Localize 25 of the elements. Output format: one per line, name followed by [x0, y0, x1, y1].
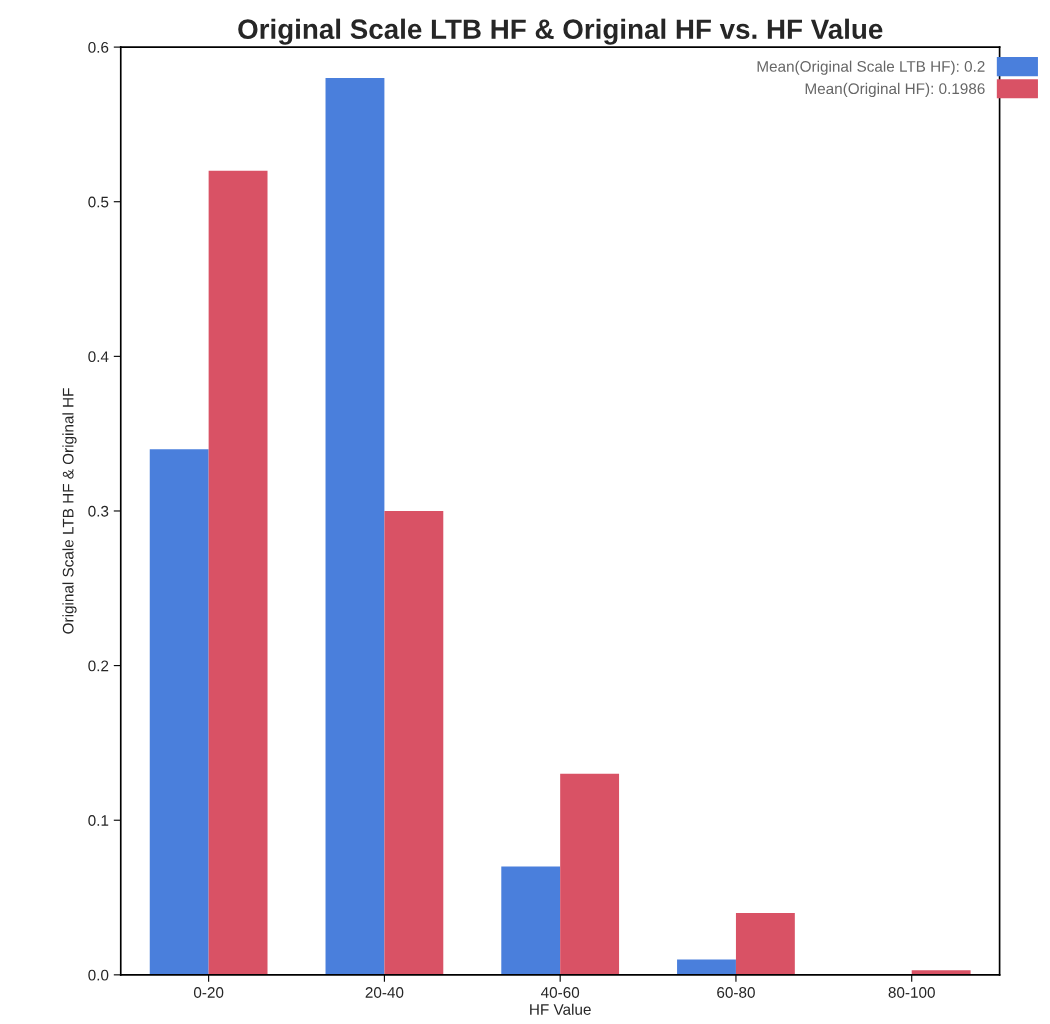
x-tick-label: 80-100 [888, 987, 935, 998]
bar [208, 170, 268, 975]
x-tick-label: 20-40 [365, 987, 404, 998]
bar [735, 913, 795, 975]
y-tick-label: 0.0 [88, 969, 109, 981]
y-tick-label: 0.6 [88, 41, 109, 53]
x-tick-label: 40-60 [540, 987, 580, 998]
bar [149, 449, 209, 975]
x-tick-label: 0-20 [193, 987, 224, 998]
chart-title: Original Scale LTB HF & Original HF vs. HF Value [238, 18, 883, 45]
bar [325, 78, 385, 975]
y-tick-label: 0.3 [88, 505, 109, 517]
bar [501, 866, 561, 975]
x-tick-label: 60-80 [717, 987, 755, 998]
bar [677, 959, 736, 975]
legend-label: Mean(Original HF): 0.1986 [805, 82, 985, 98]
y-axis-title: Original Scale LTB HF & Original HF [62, 388, 77, 634]
y-tick-label: 0.4 [88, 351, 109, 363]
legend-label: Mean(Original Scale LTB HF): 0.2 [757, 60, 985, 75]
y-tick-label: 0.1 [88, 815, 109, 826]
bar [384, 510, 444, 975]
y-tick-label: 0.2 [88, 660, 109, 672]
x-axis-title: HF Value [530, 1003, 591, 1015]
y-tick-label: 0.5 [88, 196, 109, 208]
bar [560, 773, 620, 975]
